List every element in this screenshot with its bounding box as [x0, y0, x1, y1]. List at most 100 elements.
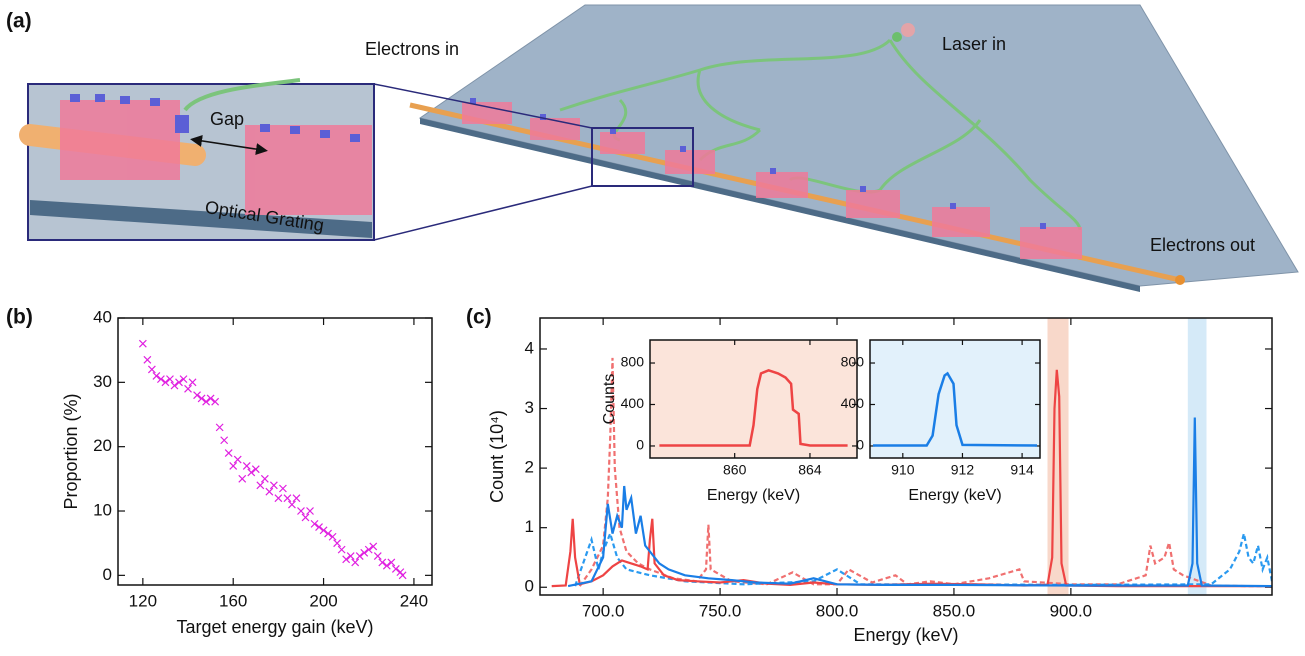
marker — [247, 468, 256, 477]
marker — [161, 378, 170, 387]
y-tick-label: 10 — [93, 500, 112, 519]
marker — [328, 532, 337, 541]
marker — [202, 397, 211, 406]
marker — [283, 494, 292, 503]
marker — [292, 494, 301, 503]
panel-label: (b) — [6, 306, 33, 329]
y-tick-label: 400 — [621, 395, 645, 411]
x-tick-label: 160 — [219, 591, 247, 610]
marker — [324, 529, 333, 538]
inset-edge — [30, 200, 372, 238]
marker — [297, 507, 305, 515]
label: Electrons in — [365, 39, 459, 59]
y-tick-label: 800 — [621, 354, 645, 370]
marker — [156, 375, 165, 384]
marker — [364, 545, 373, 554]
panel-label: (c) — [466, 306, 492, 329]
series-line — [567, 417, 1272, 588]
marker — [265, 487, 274, 496]
y-axis-label: Counts — [601, 374, 618, 425]
x-axis-label: Energy (keV) — [853, 625, 958, 645]
marker — [337, 545, 346, 554]
inset-teeth — [70, 94, 360, 142]
series-line — [551, 369, 1272, 588]
marker — [319, 526, 328, 535]
zoom-box — [591, 127, 694, 187]
x-axis-label: Energy (keV) — [707, 487, 800, 504]
x-tick-label: 864 — [798, 462, 822, 478]
marker — [288, 500, 296, 509]
label: Gap — [210, 109, 244, 129]
x-tick-label: 120 — [129, 591, 157, 610]
marker — [355, 552, 364, 560]
label: Laser in — [942, 34, 1006, 54]
x-tick-label: 750.0 — [699, 601, 742, 620]
x-tick-label: 910 — [891, 462, 915, 478]
coupler — [892, 32, 902, 42]
marker — [274, 494, 283, 503]
marker — [220, 436, 229, 445]
y-tick-label: 2 — [525, 458, 534, 477]
inset-waveguide — [183, 78, 301, 112]
marker — [197, 394, 206, 403]
marker — [256, 481, 265, 490]
y-tick-label: 0 — [856, 437, 864, 453]
marker — [391, 564, 400, 573]
chart: 860 864 0 400 800 Energy (keV) Counts — [601, 339, 858, 504]
chart: 910 912 914 0 400 800 Energy (keV) — [841, 339, 1041, 504]
x-tick-label: 850.0 — [933, 601, 976, 620]
x-axis-label: Target energy gain (keV) — [176, 617, 373, 637]
marker — [238, 474, 247, 483]
marker — [369, 542, 378, 551]
marker — [315, 523, 323, 532]
marker — [278, 484, 287, 493]
marker — [333, 539, 342, 548]
laser-spot — [901, 23, 915, 37]
x-axis-label: Energy (keV) — [908, 487, 1001, 504]
electron-head — [1175, 275, 1185, 285]
y-tick-label: 40 — [93, 307, 112, 326]
zoom-line — [373, 83, 593, 129]
frame — [117, 317, 433, 586]
y-tick-label: 1 — [525, 517, 534, 536]
x-tick-label: 240 — [400, 591, 428, 610]
marker — [147, 365, 156, 374]
marker — [260, 474, 269, 483]
y-tick-label: 0 — [525, 577, 534, 596]
marker — [306, 507, 314, 515]
y-tick-label: 0 — [636, 437, 644, 453]
marker — [152, 371, 161, 380]
waveguides — [559, 38, 1082, 231]
gap-arrow — [190, 134, 268, 156]
marker — [346, 552, 355, 560]
y-tick-label: 0 — [103, 565, 112, 584]
zoom-line — [373, 185, 593, 241]
marker — [138, 339, 147, 348]
marker — [166, 375, 174, 384]
marker — [188, 378, 197, 387]
marker — [301, 513, 310, 522]
illustration — [19, 4, 1299, 292]
frame — [649, 339, 858, 459]
label: Electrons out — [1150, 235, 1255, 255]
x-tick-label: 800.0 — [816, 601, 859, 620]
marker — [211, 397, 220, 406]
marker — [242, 462, 251, 470]
y-tick-label: 800 — [841, 354, 865, 370]
x-tick-label: 700.0 — [582, 601, 625, 620]
marker — [224, 449, 233, 458]
y-tick-label: 3 — [525, 398, 534, 417]
chart: 700.0 750.0 800.0 850.0 900.0 0 1 2 3 4 Energy (ke… — [466, 306, 1273, 645]
marker — [342, 555, 351, 564]
series-line — [659, 368, 848, 447]
marker — [229, 462, 238, 470]
marker — [269, 481, 278, 490]
marker — [351, 558, 360, 567]
frame — [869, 339, 1041, 459]
plot-area — [650, 340, 857, 458]
chart: 120 160 200 240 0 10 20 30 40 Target energy gain … — [6, 306, 433, 637]
chip-edge — [420, 118, 1140, 292]
marker — [193, 391, 201, 400]
marker — [251, 465, 260, 474]
